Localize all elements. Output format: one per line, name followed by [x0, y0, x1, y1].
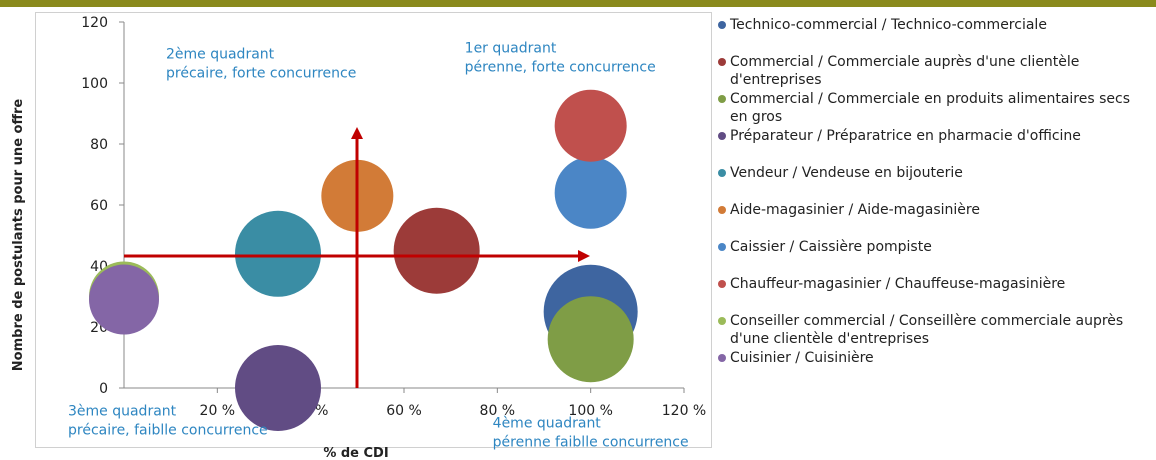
top-bar	[0, 0, 1156, 7]
legend-item: Cuisinier / Cuisinière	[718, 349, 1148, 386]
x-tick-label: 80 %	[480, 403, 516, 419]
legend-marker	[718, 21, 726, 29]
legend-label: Préparateur / Préparatrice en pharmacie …	[730, 128, 1081, 144]
x-tick-label: 120 %	[662, 403, 706, 419]
bubble	[89, 264, 159, 335]
legend-item: Vendeur / Vendeuse en bijouterie	[718, 164, 1148, 201]
legend: Technico-commercial / Technico-commercia…	[718, 16, 1148, 386]
legend-label: Commercial / Commerciale auprès d'une cl…	[730, 54, 1080, 88]
legend-item: Conseiller commercial / Conseillère comm…	[718, 312, 1148, 349]
x-tick-label: 60 %	[386, 403, 422, 419]
y-axis-title: Nombre de postulants pour une offre	[11, 99, 26, 372]
quadrant-annotation: 3ème quadrant précaire, faiblle concurren…	[68, 403, 268, 438]
legend-label: Conseiller commercial / Conseillère comm…	[730, 313, 1124, 347]
bubble	[235, 345, 321, 431]
y-tick-label: 120	[81, 15, 108, 31]
legend-marker	[718, 95, 726, 103]
legend-item: Commercial / Commerciale auprès d'une cl…	[718, 53, 1148, 90]
legend-label: Vendeur / Vendeuse en bijouterie	[730, 165, 963, 181]
legend-label: Commercial / Commerciale en produits ali…	[730, 91, 1131, 125]
annotation-line: pérenne, forte concurrence	[465, 60, 656, 76]
bubble	[547, 296, 634, 383]
legend-item: Aide-magasinier / Aide-magasinière	[718, 201, 1148, 238]
y-tick-label: 100	[81, 76, 108, 92]
x-axis-title: % de CDI	[323, 446, 388, 460]
bubble	[235, 210, 321, 297]
legend-label: Aide-magasinier / Aide-magasinière	[730, 202, 980, 218]
legend-marker	[718, 243, 726, 251]
bubble	[393, 207, 480, 294]
arrowhead	[578, 250, 590, 262]
legend-item: Technico-commercial / Technico-commercia…	[718, 16, 1148, 53]
legend-item: Chauffeur-magasinier / Chauffeuse-magasi…	[718, 275, 1148, 312]
legend-marker	[718, 169, 726, 177]
legend-label: Technico-commercial / Technico-commercia…	[730, 17, 1047, 33]
annotation-line: précaire, forte concurrence	[166, 66, 356, 82]
y-tick-label: 0	[99, 381, 108, 397]
annotation-line: 2ème quadrant	[166, 47, 275, 63]
legend-label: Caissier / Caissière pompiste	[730, 239, 932, 255]
legend-marker	[718, 132, 726, 140]
annotation-line: pérenne faiblle concurrence	[493, 435, 689, 451]
y-tick-label: 80	[90, 137, 108, 153]
legend-item: Commercial / Commerciale en produits ali…	[718, 90, 1148, 127]
x-tick-label: 20 %	[200, 403, 236, 419]
arrowhead	[351, 127, 363, 139]
legend-item: Caissier / Caissière pompiste	[718, 238, 1148, 275]
legend-marker	[718, 317, 726, 325]
legend-marker	[718, 206, 726, 214]
legend-item: Préparateur / Préparatrice en pharmacie …	[718, 127, 1148, 164]
y-tick-label: 60	[90, 198, 108, 214]
bubble	[554, 89, 627, 162]
quadrant-annotation: 1er quadrant pérenne, forte concurrence	[465, 41, 656, 76]
annotation-line: 3ème quadrant	[68, 403, 177, 419]
quadrant-annotation: 4ème quadrant pérenne faiblle concurrence	[493, 416, 689, 451]
x-tick-label: 100 %	[568, 403, 612, 419]
legend-marker	[718, 354, 726, 362]
annotation-line: 4ème quadrant	[493, 416, 602, 432]
legend-label: Chauffeur-magasinier / Chauffeuse-magasi…	[730, 276, 1066, 292]
legend-marker	[718, 280, 726, 288]
quadrant-annotation: 2ème quadrant précaire, forte concurrence	[166, 47, 356, 82]
annotation-line: précaire, faiblle concurrence	[68, 422, 268, 438]
legend-label: Cuisinier / Cuisinière	[730, 350, 874, 366]
annotation-line: 1er quadrant	[465, 41, 557, 57]
plot-frame	[35, 12, 712, 448]
bubble	[554, 156, 627, 229]
legend-marker	[718, 58, 726, 66]
